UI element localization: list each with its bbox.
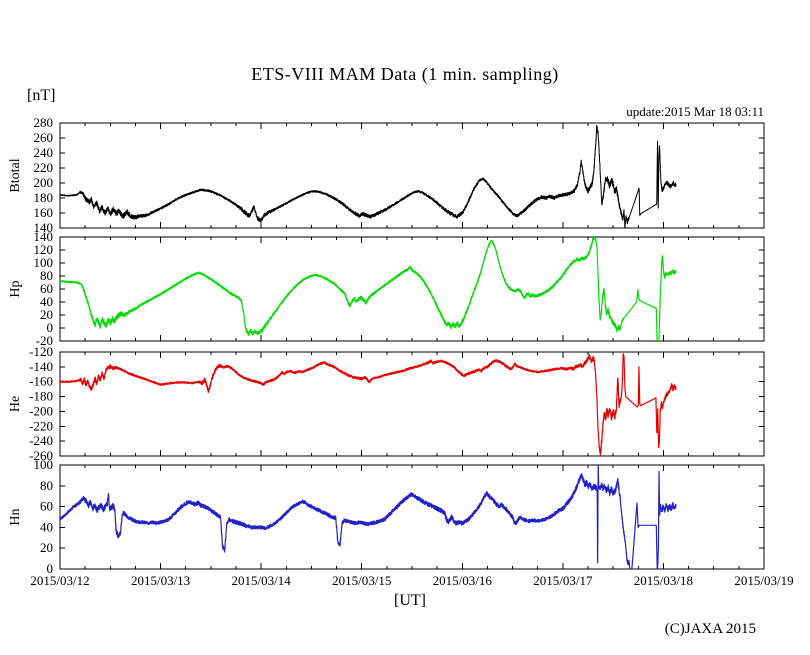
y-tick-label: 100 (34, 255, 54, 270)
y-tick-label: 80 (40, 268, 53, 283)
y-tick-label: 260 (34, 130, 54, 145)
copyright-notice: (C)JAXA 2015 (664, 621, 756, 637)
panel-axes (59, 351, 765, 457)
x-tick-label: 2015/03/15 (332, 573, 391, 588)
x-tick-label: 2015/03/19 (734, 573, 793, 588)
y-tick-label: 100 (34, 457, 54, 472)
y-tick-label: -20 (36, 333, 53, 348)
panel-ylabel-Btotal: Btotal (8, 158, 23, 192)
y-tick-label: 140 (34, 229, 54, 244)
panel-axes (59, 122, 765, 229)
panel-ylabel-Hp: Hp (8, 280, 23, 297)
y-tick-label: -120 (29, 344, 53, 359)
x-tick-label: 2015/03/14 (232, 573, 292, 588)
panel-ylabel-He: He (8, 396, 23, 412)
series-line-Btotal (60, 124, 677, 228)
y-tick-label: 140 (34, 220, 54, 235)
panel-ylabel-Hn: Hn (8, 508, 23, 525)
y-tick-label: 60 (40, 499, 53, 514)
series-line-Hn (60, 465, 677, 569)
panel-He: -260-240-220-200-180-160-140-120 He (8, 344, 765, 463)
y-tick-label: 240 (34, 145, 54, 160)
x-tick-label: 2015/03/17 (533, 573, 593, 588)
y-tick-label: 180 (34, 190, 54, 205)
y-tick-label: -240 (29, 433, 53, 448)
y-tick-label: 0 (47, 320, 54, 335)
y-tick-label: 40 (40, 519, 53, 534)
y-tick-label: 40 (40, 294, 53, 309)
y-tick-label: 160 (34, 205, 54, 220)
y-axis-unit-label: [nT] (27, 87, 56, 104)
y-tick-label: -200 (29, 403, 53, 418)
chart-title: ETS-VIII MAM Data (1 min. sampling) (251, 64, 559, 84)
update-timestamp: update:2015 Mar 18 03:11 (626, 104, 764, 119)
x-tick-label: 2015/03/13 (131, 573, 190, 588)
y-tick-label: 80 (40, 478, 53, 493)
y-tick-label: 20 (40, 307, 53, 322)
y-tick-label: 20 (40, 540, 53, 555)
series-line-Hp (60, 237, 677, 341)
y-tick-label: 280 (34, 115, 54, 130)
y-tick-label: -260 (29, 448, 53, 463)
series-line-He (60, 353, 677, 456)
x-axis-label: [UT] (394, 592, 426, 609)
x-tick-label: 2015/03/12 (30, 573, 89, 588)
x-tick-label: 2015/03/16 (433, 573, 493, 588)
y-tick-label: 0 (47, 561, 54, 576)
panel-axes (59, 236, 765, 342)
y-tick-label: 200 (34, 175, 54, 190)
x-tick-label: 2015/03/18 (634, 573, 693, 588)
y-tick-label: 120 (34, 242, 54, 257)
y-tick-label: -180 (29, 389, 53, 404)
panel-axes (59, 464, 765, 570)
y-tick-label: -160 (29, 374, 53, 389)
panel-Hn: 0 20 40 60 80 100 Hn (8, 457, 765, 576)
y-tick-label: 60 (40, 281, 53, 296)
y-tick-label: -220 (29, 418, 53, 433)
y-tick-label: 220 (34, 160, 54, 175)
y-tick-label: -140 (29, 359, 53, 374)
